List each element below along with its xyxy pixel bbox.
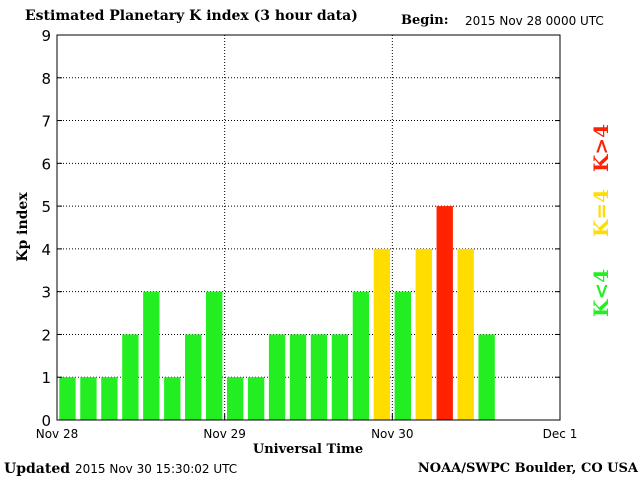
kp-bar — [226, 377, 244, 420]
x-tick-label: Nov 29 — [203, 427, 246, 441]
y-tick-label: 6 — [41, 155, 51, 173]
kp-bar — [289, 334, 307, 420]
x-tick-label: Nov 30 — [371, 427, 414, 441]
legend: K<4 K=4 K>4 — [589, 124, 613, 317]
kp-bar — [185, 334, 202, 420]
y-tick-label: 9 — [41, 27, 51, 45]
kp-bar — [143, 291, 160, 420]
kp-bar — [331, 334, 349, 420]
kp-bar — [478, 334, 495, 420]
kp-bar — [164, 377, 181, 420]
y-tick-label: 7 — [41, 113, 51, 131]
kp-bar — [101, 377, 118, 420]
kp-bar — [122, 334, 139, 420]
kp-bar — [352, 291, 370, 420]
kp-bar — [436, 206, 453, 420]
kp-bar — [59, 377, 76, 420]
y-tick-label: 2 — [41, 326, 51, 344]
y-axis-label: Kp index — [15, 192, 31, 262]
credit-text: NOAA/SWPC Boulder, CO USA — [417, 461, 638, 476]
y-tick-label: 0 — [41, 412, 51, 430]
begin-label: Begin: — [401, 13, 449, 28]
begin-value: 2015 Nov 28 0000 UTC — [465, 14, 604, 28]
y-tick-label: 3 — [41, 284, 51, 302]
kp-bar — [457, 248, 474, 420]
legend-label: K=4 — [589, 189, 613, 237]
grid-lines — [57, 35, 560, 420]
kp-bar — [206, 291, 223, 420]
x-tick-label: Nov 28 — [36, 427, 79, 441]
kp-bar — [415, 248, 432, 420]
x-axis: Nov 28 Nov 29 Nov 30 Dec 1 — [36, 414, 578, 441]
updated-label: Updated — [4, 461, 71, 477]
y-tick-label: 5 — [41, 198, 51, 216]
y-axis: 0 1 2 3 4 5 6 7 8 9 — [41, 27, 560, 430]
x-axis-label: Universal Time — [253, 442, 363, 457]
kp-bar — [310, 334, 328, 420]
y-tick-label: 8 — [41, 70, 51, 88]
legend-label: K>4 — [589, 124, 613, 172]
y-tick-label: 4 — [41, 241, 51, 259]
x-tick-label: Dec 1 — [543, 427, 578, 441]
kp-bar — [268, 334, 286, 420]
legend-label: K<4 — [589, 269, 613, 317]
chart-title: Estimated Planetary K index (3 hour data… — [25, 8, 358, 24]
kp-bar — [80, 377, 97, 420]
y-tick-label: 1 — [41, 369, 51, 387]
bars — [59, 206, 495, 420]
updated-value: 2015 Nov 30 15:30:02 UTC — [75, 462, 238, 476]
kp-bar — [247, 377, 265, 420]
kp-bar — [394, 291, 411, 420]
kp-bar — [373, 248, 391, 420]
plot-frame — [56, 34, 561, 421]
